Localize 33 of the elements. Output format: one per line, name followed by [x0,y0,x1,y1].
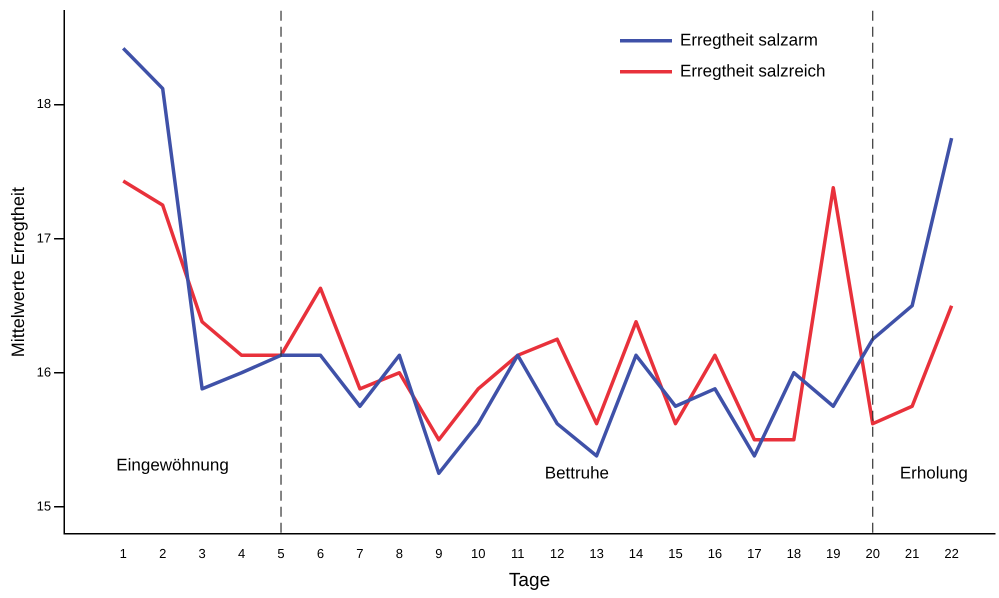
x-axis-title: Tage [508,570,550,591]
x-tick-label: 22 [944,546,959,561]
annotation: Erholung [900,463,968,482]
x-tick-label: 17 [747,546,762,561]
x-tick-label: 7 [356,546,364,561]
x-tick-label: 13 [589,546,604,561]
x-tick-label: 5 [277,546,285,561]
y-axis-title: Mittelwerte Erregtheit [8,187,28,358]
x-tick-label: 16 [708,546,722,561]
x-tick-label: 3 [198,546,206,561]
y-tick-label: 16 [36,364,52,380]
x-tick-label: 11 [510,546,524,561]
x-tick-label: 10 [471,546,486,561]
x-tick-label: 21 [904,546,920,561]
x-tick-label: 4 [238,546,246,561]
x-tick-label: 12 [550,546,564,561]
x-tick-label: 15 [668,546,683,561]
x-tick-label: 2 [159,546,166,561]
y-tick-label: 15 [36,498,52,514]
x-tick-label: 6 [316,546,324,561]
x-tick-label: 19 [826,546,841,561]
x-tick-label: 20 [865,546,880,561]
annotation: Eingewöhnung [116,455,229,474]
x-tick-label: 9 [435,546,442,561]
x-tick-label: 8 [396,546,403,561]
x-tick-label: 18 [786,546,802,561]
y-tick-label: 18 [36,96,52,112]
annotation: Bettruhe [544,463,609,482]
legend-label: Erregtheit salzreich [680,61,826,80]
legend-label: Erregtheit salzarm [680,30,818,50]
y-tick-label: 17 [36,230,52,246]
x-tick-label: 14 [628,546,644,561]
x-tick-label: 1 [120,546,127,561]
